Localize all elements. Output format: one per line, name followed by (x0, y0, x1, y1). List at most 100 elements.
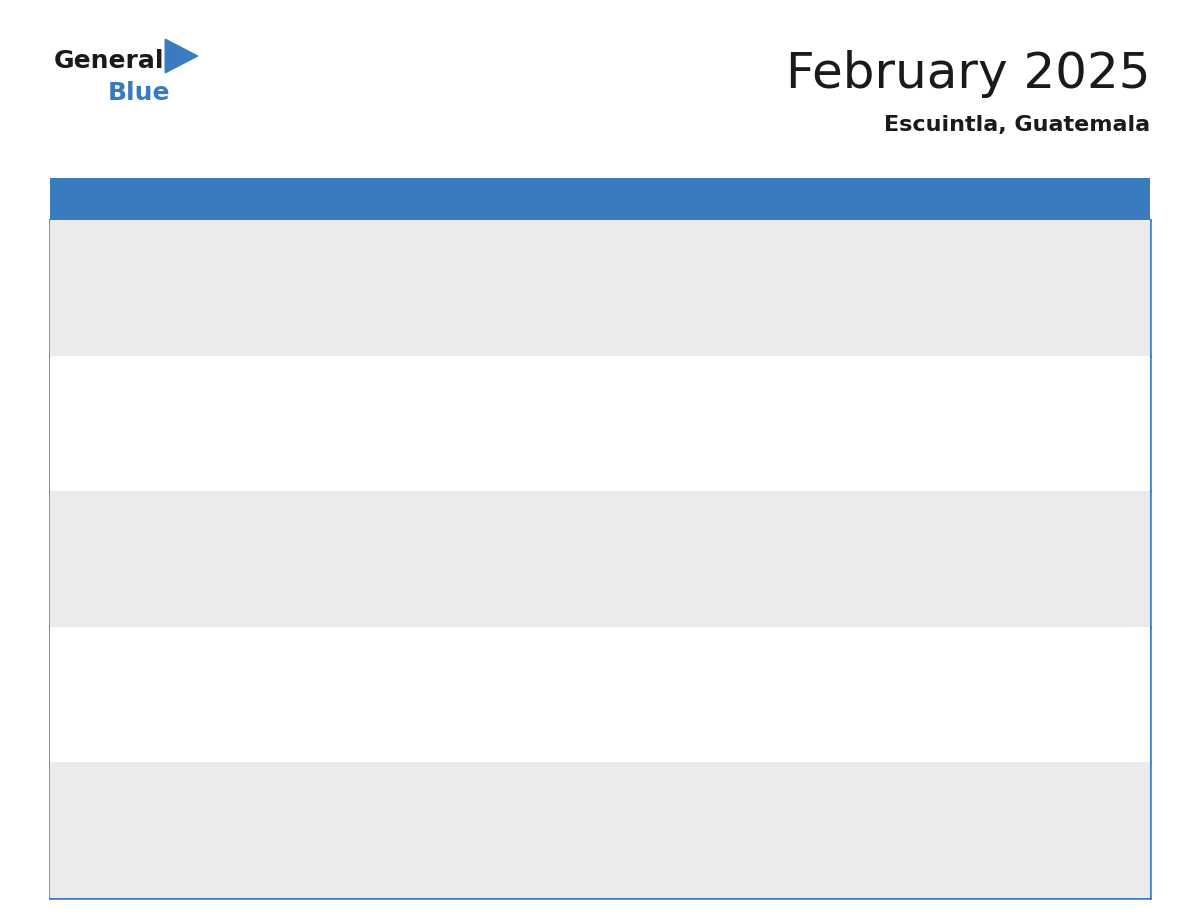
Text: Sunset: 6:09 PM: Sunset: 6:09 PM (689, 681, 790, 694)
Text: 24: 24 (217, 768, 239, 787)
Text: Daylight: 11 hours: Daylight: 11 hours (531, 704, 647, 717)
Text: Daylight: 11 hours: Daylight: 11 hours (217, 839, 333, 853)
Text: and 31 minutes.: and 31 minutes. (1003, 318, 1105, 331)
Text: Sunset: 6:03 PM: Sunset: 6:03 PM (217, 410, 318, 423)
Text: Daylight: 11 hours: Daylight: 11 hours (846, 568, 961, 581)
Text: Sunset: 6:07 PM: Sunset: 6:07 PM (846, 546, 947, 559)
Text: Daylight: 11 hours: Daylight: 11 hours (61, 704, 176, 717)
Text: Daylight: 11 hours: Daylight: 11 hours (846, 432, 961, 445)
Text: 13: 13 (689, 498, 710, 515)
Text: Sunset: 6:07 PM: Sunset: 6:07 PM (1003, 546, 1105, 559)
Text: and 39 minutes.: and 39 minutes. (689, 589, 790, 602)
Text: Sunset: 6:10 PM: Sunset: 6:10 PM (374, 817, 475, 830)
Text: Sunrise: 6:26 AM: Sunrise: 6:26 AM (1003, 525, 1108, 538)
Text: Sunset: 6:06 PM: Sunset: 6:06 PM (374, 546, 475, 559)
Text: 4: 4 (374, 362, 385, 379)
Text: Sunrise: 6:22 AM: Sunrise: 6:22 AM (374, 796, 480, 809)
Text: Sunrise: 6:25 AM: Sunrise: 6:25 AM (374, 660, 480, 674)
Text: Daylight: 11 hours: Daylight: 11 hours (374, 704, 489, 717)
Text: Sunrise: 6:20 AM: Sunrise: 6:20 AM (846, 796, 952, 809)
Text: Sunrise: 6:23 AM: Sunrise: 6:23 AM (61, 796, 166, 809)
Text: Daylight: 11 hours: Daylight: 11 hours (217, 432, 333, 445)
Text: Daylight: 11 hours: Daylight: 11 hours (531, 432, 647, 445)
Text: 25: 25 (374, 768, 397, 787)
Text: 2: 2 (61, 362, 71, 379)
Text: Sunday: Sunday (61, 192, 121, 207)
Text: Sunset: 6:09 PM: Sunset: 6:09 PM (846, 681, 947, 694)
Text: Sunset: 6:10 PM: Sunset: 6:10 PM (217, 817, 318, 830)
Text: Sunset: 6:10 PM: Sunset: 6:10 PM (531, 817, 633, 830)
Text: 23: 23 (61, 768, 82, 787)
Text: Sunset: 6:05 PM: Sunset: 6:05 PM (61, 546, 162, 559)
Text: Sunset: 6:03 PM: Sunset: 6:03 PM (374, 410, 475, 423)
Text: Wednesday: Wednesday (532, 192, 626, 207)
Text: Sunset: 6:07 PM: Sunset: 6:07 PM (61, 681, 162, 694)
Text: Daylight: 11 hours: Daylight: 11 hours (374, 568, 489, 581)
Text: 16: 16 (61, 633, 82, 651)
Text: Daylight: 11 hours: Daylight: 11 hours (689, 704, 804, 717)
Text: 20: 20 (689, 633, 710, 651)
Text: and 33 minutes.: and 33 minutes. (374, 453, 476, 466)
Text: 1: 1 (1003, 226, 1015, 244)
Text: Daylight: 11 hours: Daylight: 11 hours (689, 839, 804, 853)
Text: Sunset: 6:08 PM: Sunset: 6:08 PM (374, 681, 476, 694)
Text: and 48 minutes.: and 48 minutes. (374, 860, 476, 873)
Text: Daylight: 11 hours: Daylight: 11 hours (689, 568, 804, 581)
Text: Daylight: 11 hours: Daylight: 11 hours (531, 839, 647, 853)
Text: Daylight: 11 hours: Daylight: 11 hours (374, 432, 489, 445)
Text: Sunrise: 6:21 AM: Sunrise: 6:21 AM (531, 796, 638, 809)
Text: Sunrise: 6:25 AM: Sunrise: 6:25 AM (531, 660, 638, 674)
Text: Daylight: 11 hours: Daylight: 11 hours (1003, 432, 1118, 445)
Text: and 44 minutes.: and 44 minutes. (689, 725, 790, 738)
Text: and 42 minutes.: and 42 minutes. (217, 725, 320, 738)
Text: Escuintla, Guatemala: Escuintla, Guatemala (884, 115, 1150, 135)
Text: Sunset: 6:04 PM: Sunset: 6:04 PM (531, 410, 633, 423)
Text: Daylight: 11 hours: Daylight: 11 hours (1003, 704, 1118, 717)
Text: and 35 minutes.: and 35 minutes. (1003, 453, 1105, 466)
Text: Sunset: 6:04 PM: Sunset: 6:04 PM (689, 410, 790, 423)
Text: Sunset: 6:05 PM: Sunset: 6:05 PM (1003, 410, 1105, 423)
Text: February 2025: February 2025 (785, 50, 1150, 98)
Text: Daylight: 11 hours: Daylight: 11 hours (531, 568, 647, 581)
Text: Sunrise: 6:24 AM: Sunrise: 6:24 AM (689, 660, 795, 674)
Text: and 37 minutes.: and 37 minutes. (374, 589, 476, 602)
Text: Monday: Monday (219, 192, 282, 207)
Text: Thursday: Thursday (689, 192, 765, 207)
Text: 18: 18 (374, 633, 397, 651)
Text: 11: 11 (374, 498, 397, 515)
Text: and 31 minutes.: and 31 minutes. (61, 453, 162, 466)
Text: Daylight: 11 hours: Daylight: 11 hours (61, 839, 176, 853)
Text: and 36 minutes.: and 36 minutes. (61, 589, 162, 602)
Text: Daylight: 11 hours: Daylight: 11 hours (217, 568, 333, 581)
Text: Sunrise: 6:30 AM: Sunrise: 6:30 AM (531, 389, 638, 402)
Text: Sunrise: 6:24 AM: Sunrise: 6:24 AM (846, 660, 952, 674)
Text: Sunrise: 6:28 AM: Sunrise: 6:28 AM (217, 525, 323, 538)
Text: 5: 5 (531, 362, 543, 379)
Text: Sunrise: 6:31 AM: Sunrise: 6:31 AM (1003, 253, 1108, 266)
Text: Sunset: 6:02 PM: Sunset: 6:02 PM (1003, 274, 1105, 287)
Text: 26: 26 (531, 768, 554, 787)
Text: Sunrise: 6:30 AM: Sunrise: 6:30 AM (217, 389, 323, 402)
Polygon shape (165, 39, 197, 73)
Text: Sunrise: 6:30 AM: Sunrise: 6:30 AM (374, 389, 480, 402)
Text: 12: 12 (531, 498, 554, 515)
Text: Sunset: 6:08 PM: Sunset: 6:08 PM (531, 681, 633, 694)
Text: Daylight: 11 hours: Daylight: 11 hours (61, 568, 176, 581)
Text: and 35 minutes.: and 35 minutes. (846, 453, 948, 466)
Text: Saturday: Saturday (1004, 192, 1076, 207)
Text: Sunset: 6:11 PM: Sunset: 6:11 PM (846, 817, 947, 830)
Text: 22: 22 (1003, 633, 1025, 651)
Text: Sunset: 6:09 PM: Sunset: 6:09 PM (61, 817, 162, 830)
Text: and 37 minutes.: and 37 minutes. (217, 589, 320, 602)
Text: Sunset: 6:05 PM: Sunset: 6:05 PM (217, 546, 318, 559)
Text: 8: 8 (1003, 362, 1015, 379)
Text: and 40 minutes.: and 40 minutes. (1003, 589, 1105, 602)
Text: Sunrise: 6:26 AM: Sunrise: 6:26 AM (217, 660, 323, 674)
Text: Daylight: 11 hours: Daylight: 11 hours (1003, 568, 1118, 581)
Text: Daylight: 11 hours: Daylight: 11 hours (689, 432, 804, 445)
Text: Sunrise: 6:29 AM: Sunrise: 6:29 AM (689, 389, 795, 402)
Text: Sunrise: 6:28 AM: Sunrise: 6:28 AM (531, 525, 638, 538)
Text: 17: 17 (217, 633, 239, 651)
Text: Sunrise: 6:27 AM: Sunrise: 6:27 AM (689, 525, 795, 538)
Text: General: General (53, 49, 164, 73)
